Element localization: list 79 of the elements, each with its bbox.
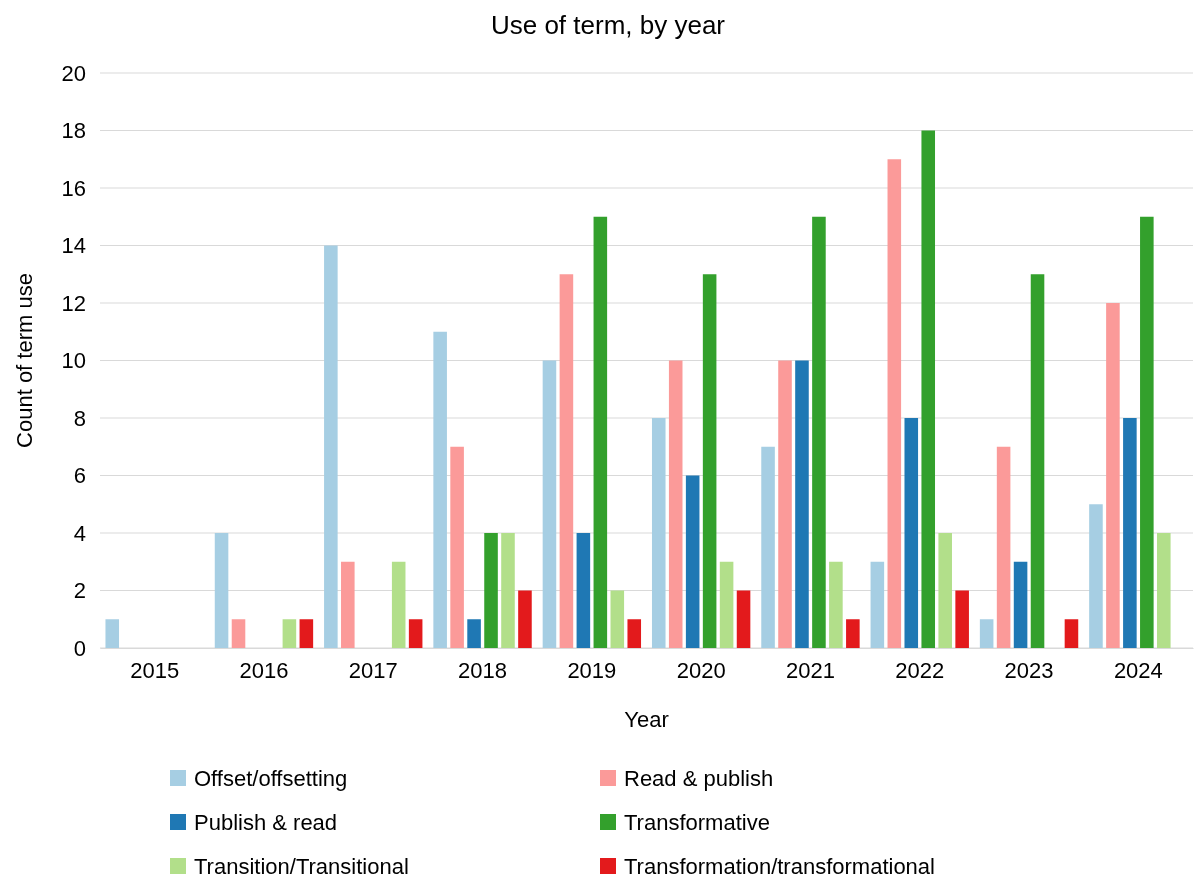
bar <box>812 216 826 648</box>
y-tick-label: 8 <box>73 405 86 431</box>
bar <box>651 418 666 648</box>
x-tick-label: 2020 <box>676 657 726 683</box>
y-tick-label: 2 <box>73 578 86 604</box>
y-axis-title: Count of term use <box>12 273 37 448</box>
y-tick-label: 12 <box>61 290 86 316</box>
legend-label: Read & publish <box>624 766 774 791</box>
y-tick-label: 20 <box>61 60 86 86</box>
bar <box>593 216 608 648</box>
bar <box>1064 619 1079 648</box>
bar <box>1106 303 1120 648</box>
bar <box>795 360 809 648</box>
bar <box>702 274 717 648</box>
legend-label: Publish & read <box>194 810 338 835</box>
bar <box>761 446 775 648</box>
bar <box>501 533 515 648</box>
bar <box>518 590 532 648</box>
bar <box>685 475 700 648</box>
x-tick-label: 2023 <box>1004 657 1054 683</box>
x-tick-label: 2024 <box>1113 657 1163 683</box>
bar <box>1089 504 1103 648</box>
bar <box>719 561 734 648</box>
legend-label: Offset/offsetting <box>194 766 348 791</box>
x-tick-label: 2017 <box>348 657 398 683</box>
bar <box>979 619 994 648</box>
chart-title: Use of term, by year <box>490 10 726 40</box>
bar <box>467 619 481 648</box>
bar <box>921 130 936 648</box>
bar <box>904 418 919 648</box>
y-tick-label: 14 <box>61 233 86 259</box>
x-tick-label: 2015 <box>130 657 180 683</box>
bar <box>610 590 625 648</box>
bar <box>484 533 498 648</box>
x-tick-label: 2022 <box>895 657 945 683</box>
bar <box>450 446 464 648</box>
bar <box>778 360 792 648</box>
bar <box>870 561 885 648</box>
bar <box>391 561 406 648</box>
bar <box>1013 561 1028 648</box>
bar <box>955 590 969 648</box>
bar <box>996 446 1011 648</box>
bar <box>627 619 642 648</box>
bar <box>282 619 297 648</box>
legend-label: Transition/Transitional <box>194 854 409 878</box>
bar <box>736 590 751 648</box>
bar <box>829 561 843 648</box>
bar <box>1157 533 1171 648</box>
bar <box>341 561 355 648</box>
bar <box>408 619 423 648</box>
bar <box>938 533 952 648</box>
bar <box>846 619 860 648</box>
y-tick-label: 6 <box>73 463 86 489</box>
bar <box>1030 274 1045 648</box>
bar <box>324 245 338 648</box>
y-tick-label: 4 <box>73 520 86 546</box>
legend-label: Transformation/transformational <box>624 854 935 878</box>
bar <box>1123 418 1137 648</box>
x-axis-title: Year <box>624 707 669 732</box>
bar <box>433 331 447 648</box>
bar <box>576 533 591 648</box>
bar <box>559 274 574 648</box>
legend-label: Transformative <box>624 810 770 835</box>
y-tick-label: 18 <box>61 118 86 144</box>
bar <box>542 360 557 648</box>
x-tick-label: 2019 <box>567 657 617 683</box>
y-tick-label: 16 <box>61 175 86 201</box>
bar <box>299 619 314 648</box>
bar <box>231 619 246 648</box>
bar <box>1140 216 1154 648</box>
y-tick-label: 10 <box>61 348 86 374</box>
bar <box>105 619 120 648</box>
x-tick-label: 2016 <box>239 657 289 683</box>
bar <box>214 533 229 648</box>
bar <box>887 159 902 648</box>
bar <box>668 360 683 648</box>
x-tick-label: 2021 <box>785 657 835 683</box>
y-tick-label: 0 <box>73 635 86 661</box>
x-tick-label: 2018 <box>458 657 508 683</box>
